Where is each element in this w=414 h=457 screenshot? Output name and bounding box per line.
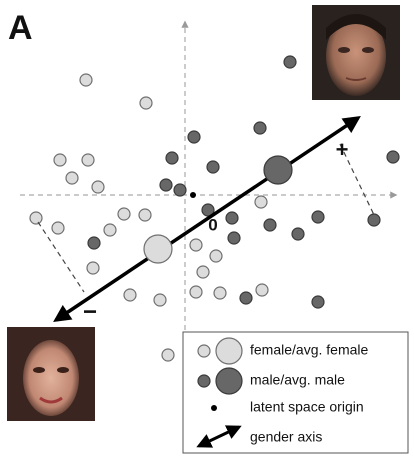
origin-point <box>190 192 196 198</box>
legend-label: latent space origin <box>250 399 364 415</box>
minus-label: − <box>83 298 97 325</box>
legend-label: male/avg. male <box>250 372 345 388</box>
projection-line <box>37 221 85 293</box>
gender-axis <box>53 116 361 322</box>
legend-label: female/avg. female <box>250 342 368 358</box>
legend-label: gender axis <box>250 429 322 445</box>
plus-label: + <box>336 137 349 162</box>
average-male <box>263 155 293 185</box>
panel-label: A <box>8 9 33 47</box>
female-face <box>7 327 95 421</box>
origin-label: 0 <box>208 215 217 234</box>
legend: female/avg. female male/avg. male latent… <box>182 331 409 454</box>
average-female <box>143 234 173 264</box>
male-face <box>312 5 400 100</box>
